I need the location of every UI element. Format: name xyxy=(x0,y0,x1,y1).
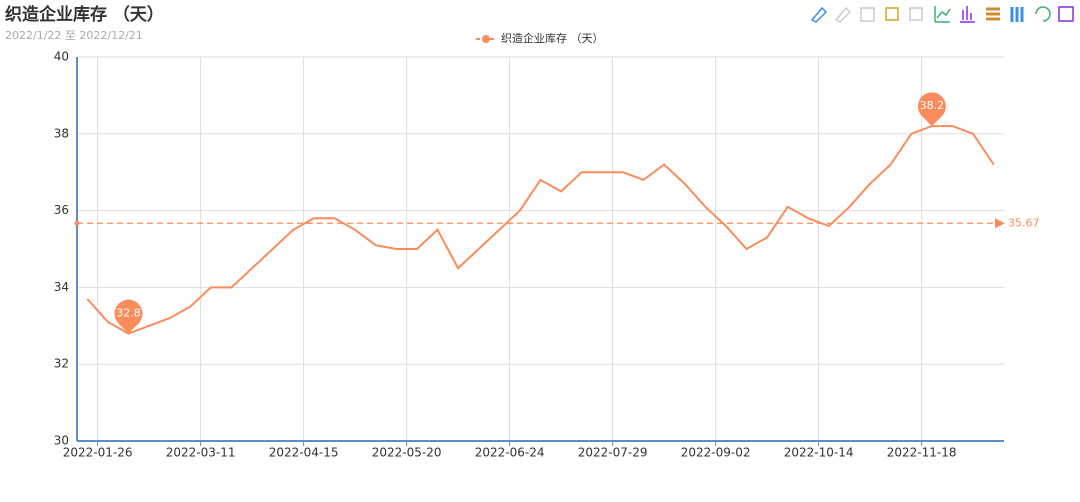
tool-zoom-back[interactable] xyxy=(909,7,923,21)
x-tick-label: 2022-03-11 xyxy=(166,446,236,460)
y-tick-label: 30 xyxy=(54,434,69,448)
chart-title: 织造企业库存 （天） xyxy=(5,4,164,25)
tool-tiled[interactable] xyxy=(1010,7,1024,22)
mark-point-label: 38.2 xyxy=(920,99,945,112)
y-tick-label: 40 xyxy=(54,50,69,64)
x-tick-label: 2022-01-26 xyxy=(63,446,133,460)
tool-mark[interactable] xyxy=(810,6,828,23)
mark-line-start xyxy=(74,220,80,226)
tool-stack[interactable] xyxy=(986,7,1000,21)
tool-save[interactable] xyxy=(1058,6,1074,22)
line-series xyxy=(86,125,995,335)
y-tick-label: 34 xyxy=(54,280,69,294)
tool-bar[interactable] xyxy=(960,6,975,23)
x-tick-label: 2022-10-14 xyxy=(784,446,854,460)
y-tick-label: 38 xyxy=(54,126,69,140)
x-tick-label: 2022-04-15 xyxy=(269,446,339,460)
x-tick-label: 2022-06-24 xyxy=(475,446,545,460)
mark-line-label: 35.67 xyxy=(1008,216,1040,229)
x-tick-label: 2022-07-29 xyxy=(578,446,648,460)
x-tick-label: 2022-09-02 xyxy=(681,446,751,460)
mark-point-label: 32.8 xyxy=(116,306,141,319)
mark-point xyxy=(114,299,143,334)
y-tick-label: 32 xyxy=(54,357,69,371)
tool-mark-undo[interactable] xyxy=(834,6,852,23)
legend-icon-dot xyxy=(482,35,490,43)
legend-label: 织造企业库存 （天） xyxy=(501,31,604,45)
y-tick-label: 36 xyxy=(54,203,69,217)
tool-line[interactable] xyxy=(934,6,951,23)
x-tick-label: 2022-11-18 xyxy=(887,446,957,460)
toolbox xyxy=(810,6,1074,23)
mark-line-arrow xyxy=(995,218,1005,229)
chart-subtitle: 2022/1/22 至 2022/12/21 xyxy=(5,29,143,42)
tool-restore[interactable] xyxy=(1035,6,1051,22)
mark-point xyxy=(917,92,946,127)
x-tick-label: 2022-05-20 xyxy=(372,446,442,460)
tool-zoom[interactable] xyxy=(885,7,899,21)
tool-mark-clear[interactable] xyxy=(860,7,875,22)
